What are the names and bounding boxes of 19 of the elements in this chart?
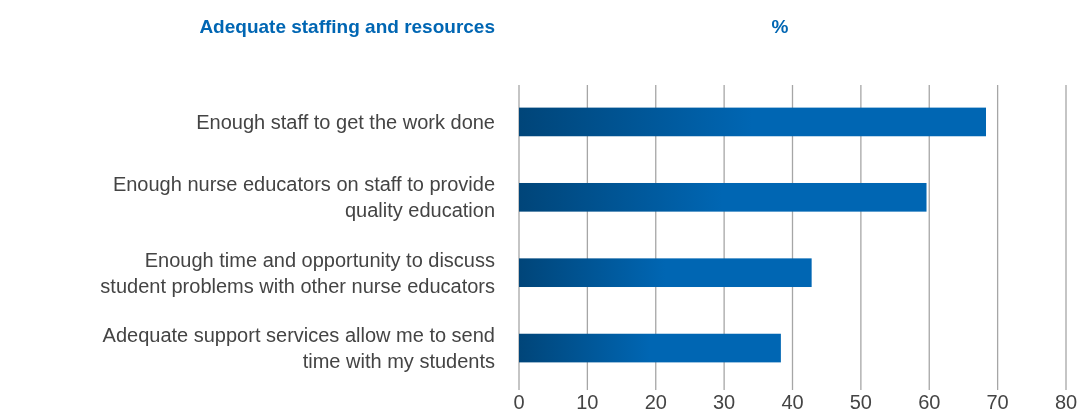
y-tick-label: Adequate support services allow me to send time with my students bbox=[102, 324, 495, 373]
x-tick-label: 0 bbox=[513, 391, 525, 413]
x-tick-label: 10 bbox=[576, 391, 599, 413]
bar bbox=[519, 258, 812, 288]
x-tick-label: 60 bbox=[918, 391, 941, 413]
x-tick-label: 80 bbox=[1054, 391, 1077, 413]
y-tick-label: Enough staff to get the work done bbox=[196, 110, 495, 133]
bar bbox=[519, 107, 986, 137]
bar bbox=[519, 333, 781, 363]
x-tick-label: 20 bbox=[644, 391, 667, 413]
text: Adequate staffing and resources bbox=[199, 16, 495, 37]
bar bbox=[519, 182, 927, 212]
x-tick-label: 40 bbox=[781, 391, 804, 413]
x-tick-label: 30 bbox=[713, 391, 736, 413]
x-tick-label: 50 bbox=[849, 391, 872, 413]
x-axis-title: % bbox=[771, 16, 789, 37]
y-tick-label: Enough time and opportunity to discuss student problems with other nurse educators bbox=[100, 248, 495, 297]
y-tick-label: Enough nurse educators on staff to provide quality education bbox=[112, 173, 495, 222]
x-tick-label: 70 bbox=[986, 391, 1009, 413]
